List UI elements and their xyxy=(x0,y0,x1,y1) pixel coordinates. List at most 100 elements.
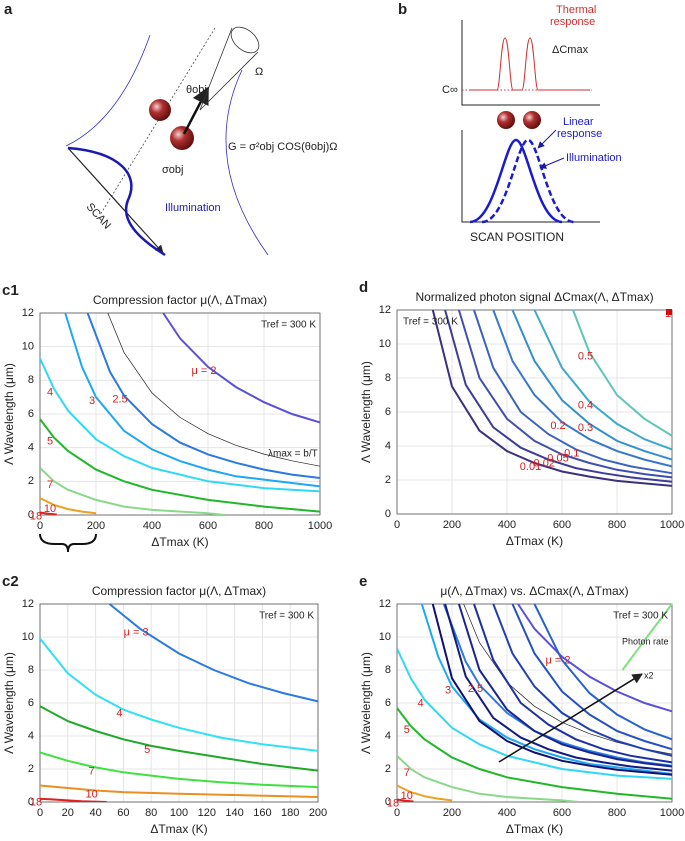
x-tick-label: 1000 xyxy=(660,807,684,819)
x-tick-label: 400 xyxy=(143,520,161,532)
y-tick-label: 10 xyxy=(22,631,34,643)
pointer xyxy=(539,157,565,169)
series-line xyxy=(492,603,673,757)
y-tick-label: 6 xyxy=(28,697,34,709)
x-tick-label: 60 xyxy=(117,807,129,819)
diagram-a: a Ω θobj σobj G = σ²obj COS(θobj)Ω SCAN … xyxy=(4,1,337,257)
series-label: 4 xyxy=(417,698,423,710)
x-tick-label: 120 xyxy=(198,807,216,819)
series-label: 5 xyxy=(47,435,53,447)
scan-arrow xyxy=(67,147,164,254)
series-line xyxy=(572,309,673,437)
diagram-b: b Thermal response ΔCmax C∞ Linear respo… xyxy=(398,1,622,244)
omega-label: Ω xyxy=(255,66,263,78)
y-tick-label: 12 xyxy=(379,304,391,316)
y-tick-label: 10 xyxy=(22,341,34,353)
thermal-label: Thermal xyxy=(556,4,596,16)
series-label: 0.4 xyxy=(578,400,593,412)
series-line xyxy=(162,312,321,424)
x-tick-label: 200 xyxy=(87,520,105,532)
y-tick-label: 4 xyxy=(28,442,34,454)
particle xyxy=(170,126,194,150)
beam-edge xyxy=(65,34,151,147)
linear-label: Linear xyxy=(563,116,594,128)
series-label: 10 xyxy=(85,788,97,800)
theta-arrow xyxy=(182,86,210,135)
y-tick-label: 8 xyxy=(385,372,391,384)
particle xyxy=(149,99,171,121)
series-line xyxy=(64,312,321,488)
series-line xyxy=(511,603,673,751)
series-line xyxy=(40,418,321,513)
scan-position-label: SCAN POSITION xyxy=(470,230,564,244)
series-label: 2.5 xyxy=(468,683,483,695)
x-tick-label: 140 xyxy=(225,807,243,819)
x-tick-label: 200 xyxy=(443,519,461,531)
y-tick-label: 0 xyxy=(28,509,34,521)
linear-label: response xyxy=(557,128,602,140)
y-axis-label: Λ Wavelength (μm) xyxy=(2,652,16,754)
particle xyxy=(497,111,515,129)
x-tick-label: 1000 xyxy=(660,519,684,531)
y-tick-label: 10 xyxy=(379,338,391,350)
panel-label: b xyxy=(398,1,407,18)
series-line xyxy=(397,784,453,802)
chart-title: Compression factor μ(Λ, ΔTmax) xyxy=(92,584,266,598)
y-tick-label: 12 xyxy=(379,598,391,610)
axis-line xyxy=(99,27,216,216)
series-line xyxy=(107,312,321,467)
series-label: μ = 2 xyxy=(192,365,217,377)
series-label: 0.05 xyxy=(547,452,568,464)
series-line xyxy=(457,309,673,479)
y-tick-label: 8 xyxy=(385,664,391,676)
annotation: Photon rate xyxy=(622,636,669,646)
series-line xyxy=(473,309,673,475)
y-tick-label: 2 xyxy=(385,763,391,775)
series-label: 0.3 xyxy=(578,422,593,434)
y-tick-label: 12 xyxy=(22,598,34,610)
particle xyxy=(523,111,541,129)
y-axis-label: Λ Wavelength (μm) xyxy=(2,363,16,465)
y-tick-label: 0 xyxy=(28,796,34,808)
series-label: λmax = b/T xyxy=(268,449,318,460)
series-line xyxy=(457,603,673,768)
x-tick-label: 100 xyxy=(170,807,188,819)
series-line xyxy=(40,467,225,515)
series-line xyxy=(444,603,673,772)
point-marker xyxy=(666,309,672,315)
series-line xyxy=(621,603,673,671)
theta-label: θobj xyxy=(186,84,207,96)
axes xyxy=(461,130,600,223)
y-tick-label: 4 xyxy=(385,730,391,742)
series-line xyxy=(397,707,673,800)
panel-label: c2 xyxy=(2,573,19,590)
series-group xyxy=(40,312,321,515)
series-label: 0.2 xyxy=(550,420,565,432)
annotation: x2 xyxy=(644,670,654,680)
series-label: 2.5 xyxy=(112,393,127,405)
panel-label: e xyxy=(359,573,367,590)
brace xyxy=(39,533,97,553)
x-tick-label: 0 xyxy=(394,807,400,819)
x-tick-label: 800 xyxy=(255,520,273,532)
illumination-curve xyxy=(469,138,563,224)
series-group xyxy=(431,309,673,487)
c-inf-label: C∞ xyxy=(442,84,458,96)
y-tick-label: 4 xyxy=(28,730,34,742)
series-line xyxy=(40,357,321,493)
y-tick-label: 0 xyxy=(385,508,391,520)
series-line xyxy=(473,603,673,764)
beam-edge xyxy=(225,69,269,256)
illumination-profile xyxy=(67,146,166,257)
series-line xyxy=(40,511,57,515)
pointer xyxy=(537,129,557,149)
annotation: Tref = 300 K xyxy=(259,611,314,622)
illumination-label: Illumination xyxy=(566,152,622,164)
x-tick-label: 0 xyxy=(37,520,43,532)
x-tick-label: 40 xyxy=(89,807,101,819)
panel-label: c1 xyxy=(2,282,19,299)
series-label: 1 xyxy=(665,308,671,320)
series-line xyxy=(397,798,414,802)
panel-label: a xyxy=(4,1,13,18)
